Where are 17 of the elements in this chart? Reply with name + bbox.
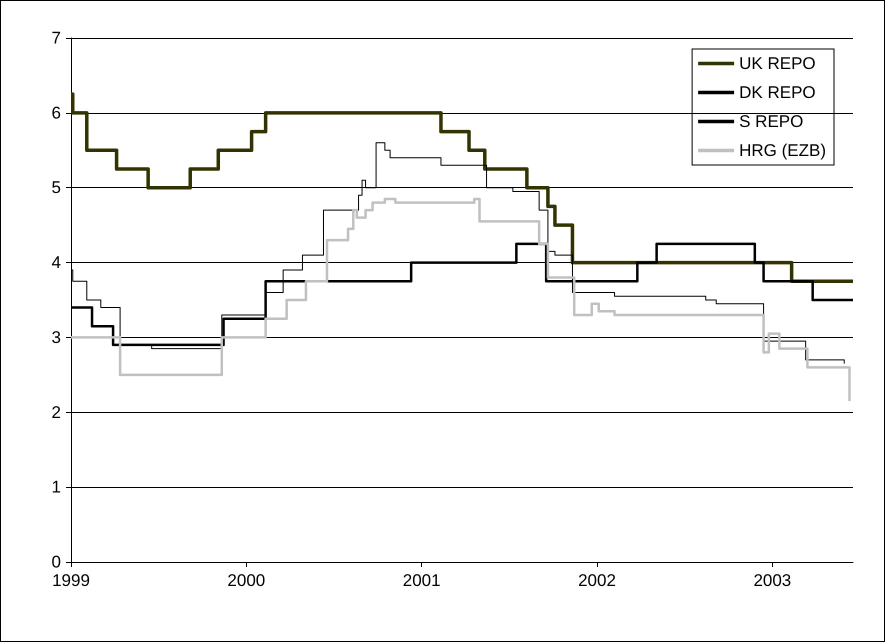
legend-label: DK REPO: [739, 83, 816, 102]
x-tick-label: 2000: [227, 571, 266, 590]
x-tick-label: 1999: [52, 571, 90, 590]
y-tick-label: 7: [52, 28, 61, 48]
x-tick-label: 2002: [578, 571, 616, 590]
x-tick-label: 2003: [753, 571, 792, 590]
x-tick-label: 2001: [402, 571, 441, 590]
y-tick-label: 4: [52, 253, 61, 272]
legend-label: S REPO: [739, 112, 804, 131]
y-tick-label: 2: [52, 402, 61, 422]
y-tick-label: 3: [52, 328, 61, 347]
y-tick-label: 5: [52, 178, 61, 198]
y-tick-label: 1: [52, 478, 61, 497]
y-tick-label: 0: [52, 552, 61, 572]
y-tick-label: 6: [52, 103, 61, 122]
legend-label: UK REPO: [739, 54, 816, 73]
legend-label: HRG (EZB): [739, 141, 826, 160]
